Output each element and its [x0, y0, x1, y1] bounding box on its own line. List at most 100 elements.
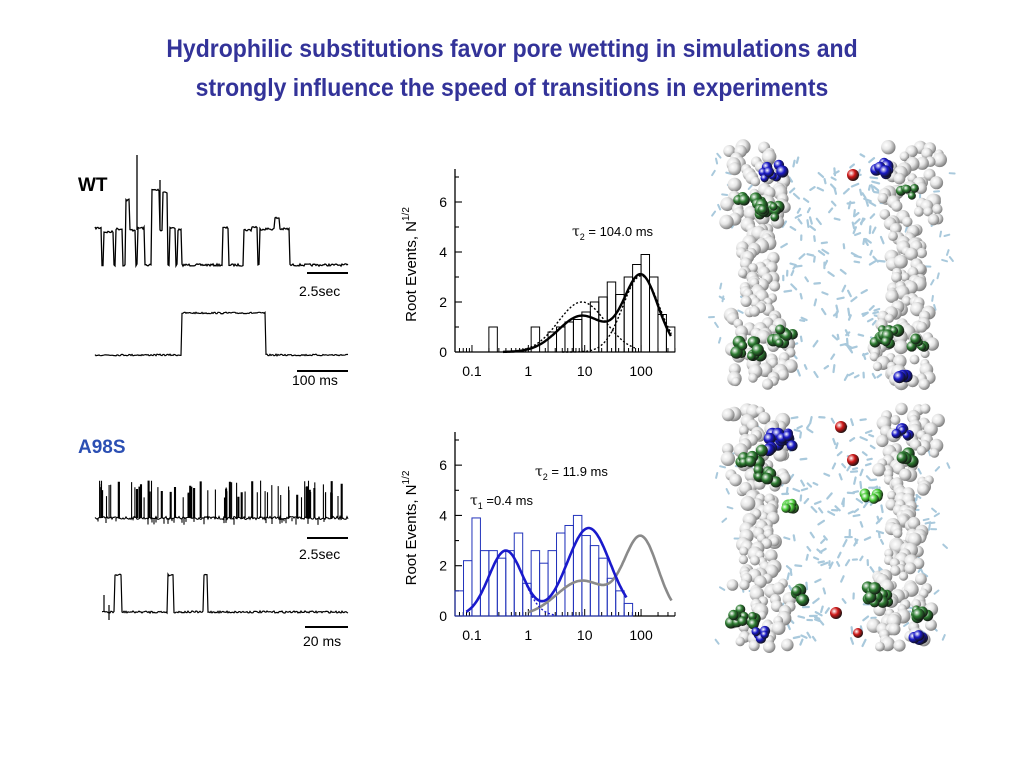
polar-residues [861, 581, 894, 608]
wt-pore-structure [708, 139, 956, 391]
x-tick-label: 100 [629, 363, 653, 379]
histogram-bar [564, 321, 574, 353]
substituted-serine [781, 498, 799, 514]
histogram-bar [598, 557, 608, 617]
slide-title: Hydrophilic substitutions favor pore wet… [78, 30, 946, 108]
a98s-pore-structure [713, 402, 951, 653]
y-tick-label: 0 [439, 344, 447, 360]
histogram-bar [665, 326, 676, 353]
oxygen-atom [847, 454, 859, 466]
polar-residues [754, 198, 785, 222]
wt-trace-long: 2.5sec [94, 155, 349, 299]
x-tick-label: 1 [524, 627, 532, 643]
pore-wall-left [720, 403, 797, 653]
polar-residues [730, 335, 767, 362]
charged-residues [870, 157, 894, 180]
a98s-scalebar-long-text: 2.5sec [299, 546, 340, 562]
wt-scalebar-short-text: 100 ms [292, 372, 338, 388]
y-axis-label: Root Events, N1/2 [401, 470, 420, 585]
x-tick-label: 0.1 [462, 627, 482, 643]
y-axis-label-text: Root Events, N [403, 485, 420, 586]
histogram-bar [572, 319, 583, 353]
histogram-bar [547, 550, 558, 617]
polar-residues [725, 604, 761, 630]
oxygen-atom [830, 607, 842, 619]
y-tick-label: 2 [439, 294, 447, 310]
polar-residues [767, 324, 798, 349]
x-tick-label: 10 [577, 627, 593, 643]
y-tick-label: 4 [439, 244, 447, 260]
histogram-bar [488, 326, 498, 353]
svg-text:Root Events, N1/2: Root Events, N1/2 [401, 207, 420, 322]
histogram-bar [496, 557, 507, 617]
y-axis-label-sup: 1/2 [401, 470, 412, 484]
histogram-bar [581, 535, 591, 617]
histogram-bar [539, 562, 549, 617]
y-tick-label: 2 [439, 558, 447, 574]
polar-residues [869, 324, 905, 349]
wt-fit-component-2 [562, 275, 673, 353]
histogram-bar [581, 311, 591, 353]
a98s-label: A98S [78, 437, 126, 458]
a98s-trace-short-path [101, 572, 349, 620]
polar-residues [790, 583, 810, 607]
wt-scalebar-long-text: 2.5sec [299, 283, 340, 299]
polar-residues [895, 184, 919, 200]
a98s-tau1-annotation: τ1 =0.4 ms [470, 493, 533, 511]
a98s-scalebar-short-text: 20 ms [303, 633, 341, 649]
a98s-trace-short: 20 ms [101, 572, 349, 649]
a98s-fit-total [465, 526, 628, 613]
polar-residues [906, 333, 930, 352]
a98s-trace-long-path [94, 480, 349, 525]
histogram-bar [640, 254, 651, 353]
oxygen-atom [853, 628, 863, 638]
pore-wall-right [867, 140, 947, 391]
histogram-bar [589, 545, 600, 617]
charged-residues [893, 369, 913, 384]
substituted-serine [859, 488, 884, 504]
polar-residues [911, 605, 934, 624]
svg-text:Root Events, N1/2: Root Events, N1/2 [401, 470, 420, 585]
oxygen-atom [847, 169, 859, 181]
histogram-bar [598, 296, 608, 353]
y-tick-label: 6 [439, 194, 447, 210]
y-tick-label: 4 [439, 507, 447, 523]
charged-residues [751, 625, 771, 644]
wt-label: WT [78, 175, 108, 196]
y-axis-label: Root Events, N1/2 [401, 207, 420, 322]
wt-tau2-annotation: τ2 = 104.0 ms [572, 224, 654, 242]
polar-residues [753, 464, 782, 488]
charged-residues [762, 427, 798, 457]
charged-residues [908, 630, 928, 645]
wt-trace-short-path [94, 311, 349, 357]
x-tick-label: 100 [629, 627, 653, 643]
histogram-bar [564, 524, 574, 617]
a98s-tau2-annotation: τ2 = 11.9 ms [535, 464, 608, 482]
charged-residues [758, 159, 789, 183]
y-tick-label: 6 [439, 457, 447, 473]
wt-fit-component-1 [503, 301, 636, 353]
histogram-bar [623, 602, 634, 617]
charged-residues [891, 423, 914, 441]
a98s-trace-long: 2.5sec [94, 480, 349, 562]
wt-fit-total [502, 272, 672, 354]
a98s-fit-component-1 [465, 549, 556, 616]
histogram-bar [615, 590, 625, 617]
title-line-1: Hydrophilic substitutions favor pore wet… [166, 35, 858, 63]
x-tick-label: 10 [577, 363, 593, 379]
title-line-2: strongly influence the speed of transiti… [195, 74, 829, 102]
polar-residues [735, 444, 768, 469]
wt-trace-short: 100 ms [94, 311, 349, 388]
a98s-histogram: 0 2 4 6 0.1 1 10 100 Root Events, N1/2 τ2 = 11.9 … [401, 432, 676, 643]
wt-fit-reference [527, 534, 673, 614]
polar-residues [896, 447, 919, 468]
y-axis-label-sup: 1/2 [401, 207, 412, 221]
oxygen-atom [835, 421, 847, 433]
histogram-bar [572, 514, 583, 617]
histogram-bar [530, 326, 541, 353]
wt-histogram: 0 2 4 6 0.1 1 10 100 Root Events, N1/2 τ2 = 104.0… [401, 169, 676, 379]
histogram-bar [505, 550, 515, 617]
x-tick-label: 1 [524, 363, 532, 379]
x-tick-label: 0.1 [462, 363, 482, 379]
y-tick-label: 0 [439, 608, 447, 624]
